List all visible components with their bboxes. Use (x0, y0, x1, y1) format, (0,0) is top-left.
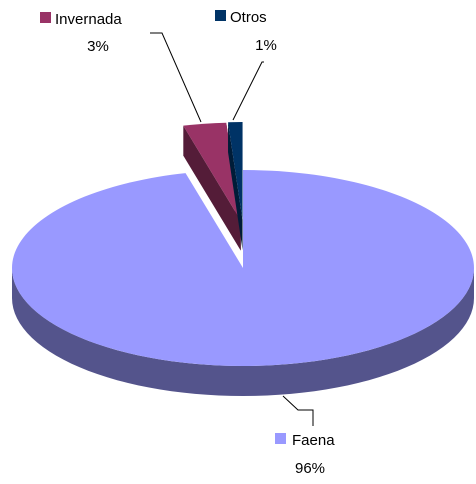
legend-swatch (215, 10, 226, 21)
category-label: Otros (230, 9, 267, 26)
category-label: Invernada (55, 11, 122, 28)
slice-side (228, 122, 243, 251)
slice (12, 170, 475, 367)
slice-side (183, 125, 241, 251)
value-label: 96% (295, 460, 325, 477)
slice-side (12, 268, 474, 396)
slice (12, 170, 475, 396)
legend-swatch (275, 433, 286, 444)
value-label: 1% (255, 37, 277, 54)
leader-line (282, 395, 314, 426)
slice (228, 122, 243, 251)
category-label: Faena (292, 432, 335, 449)
legend-swatch (40, 12, 51, 23)
slice (183, 122, 241, 221)
slice (228, 122, 243, 221)
value-label: 3% (87, 38, 109, 55)
leader-line (232, 61, 264, 121)
leader-lines (150, 32, 314, 426)
leader-line (150, 32, 202, 123)
